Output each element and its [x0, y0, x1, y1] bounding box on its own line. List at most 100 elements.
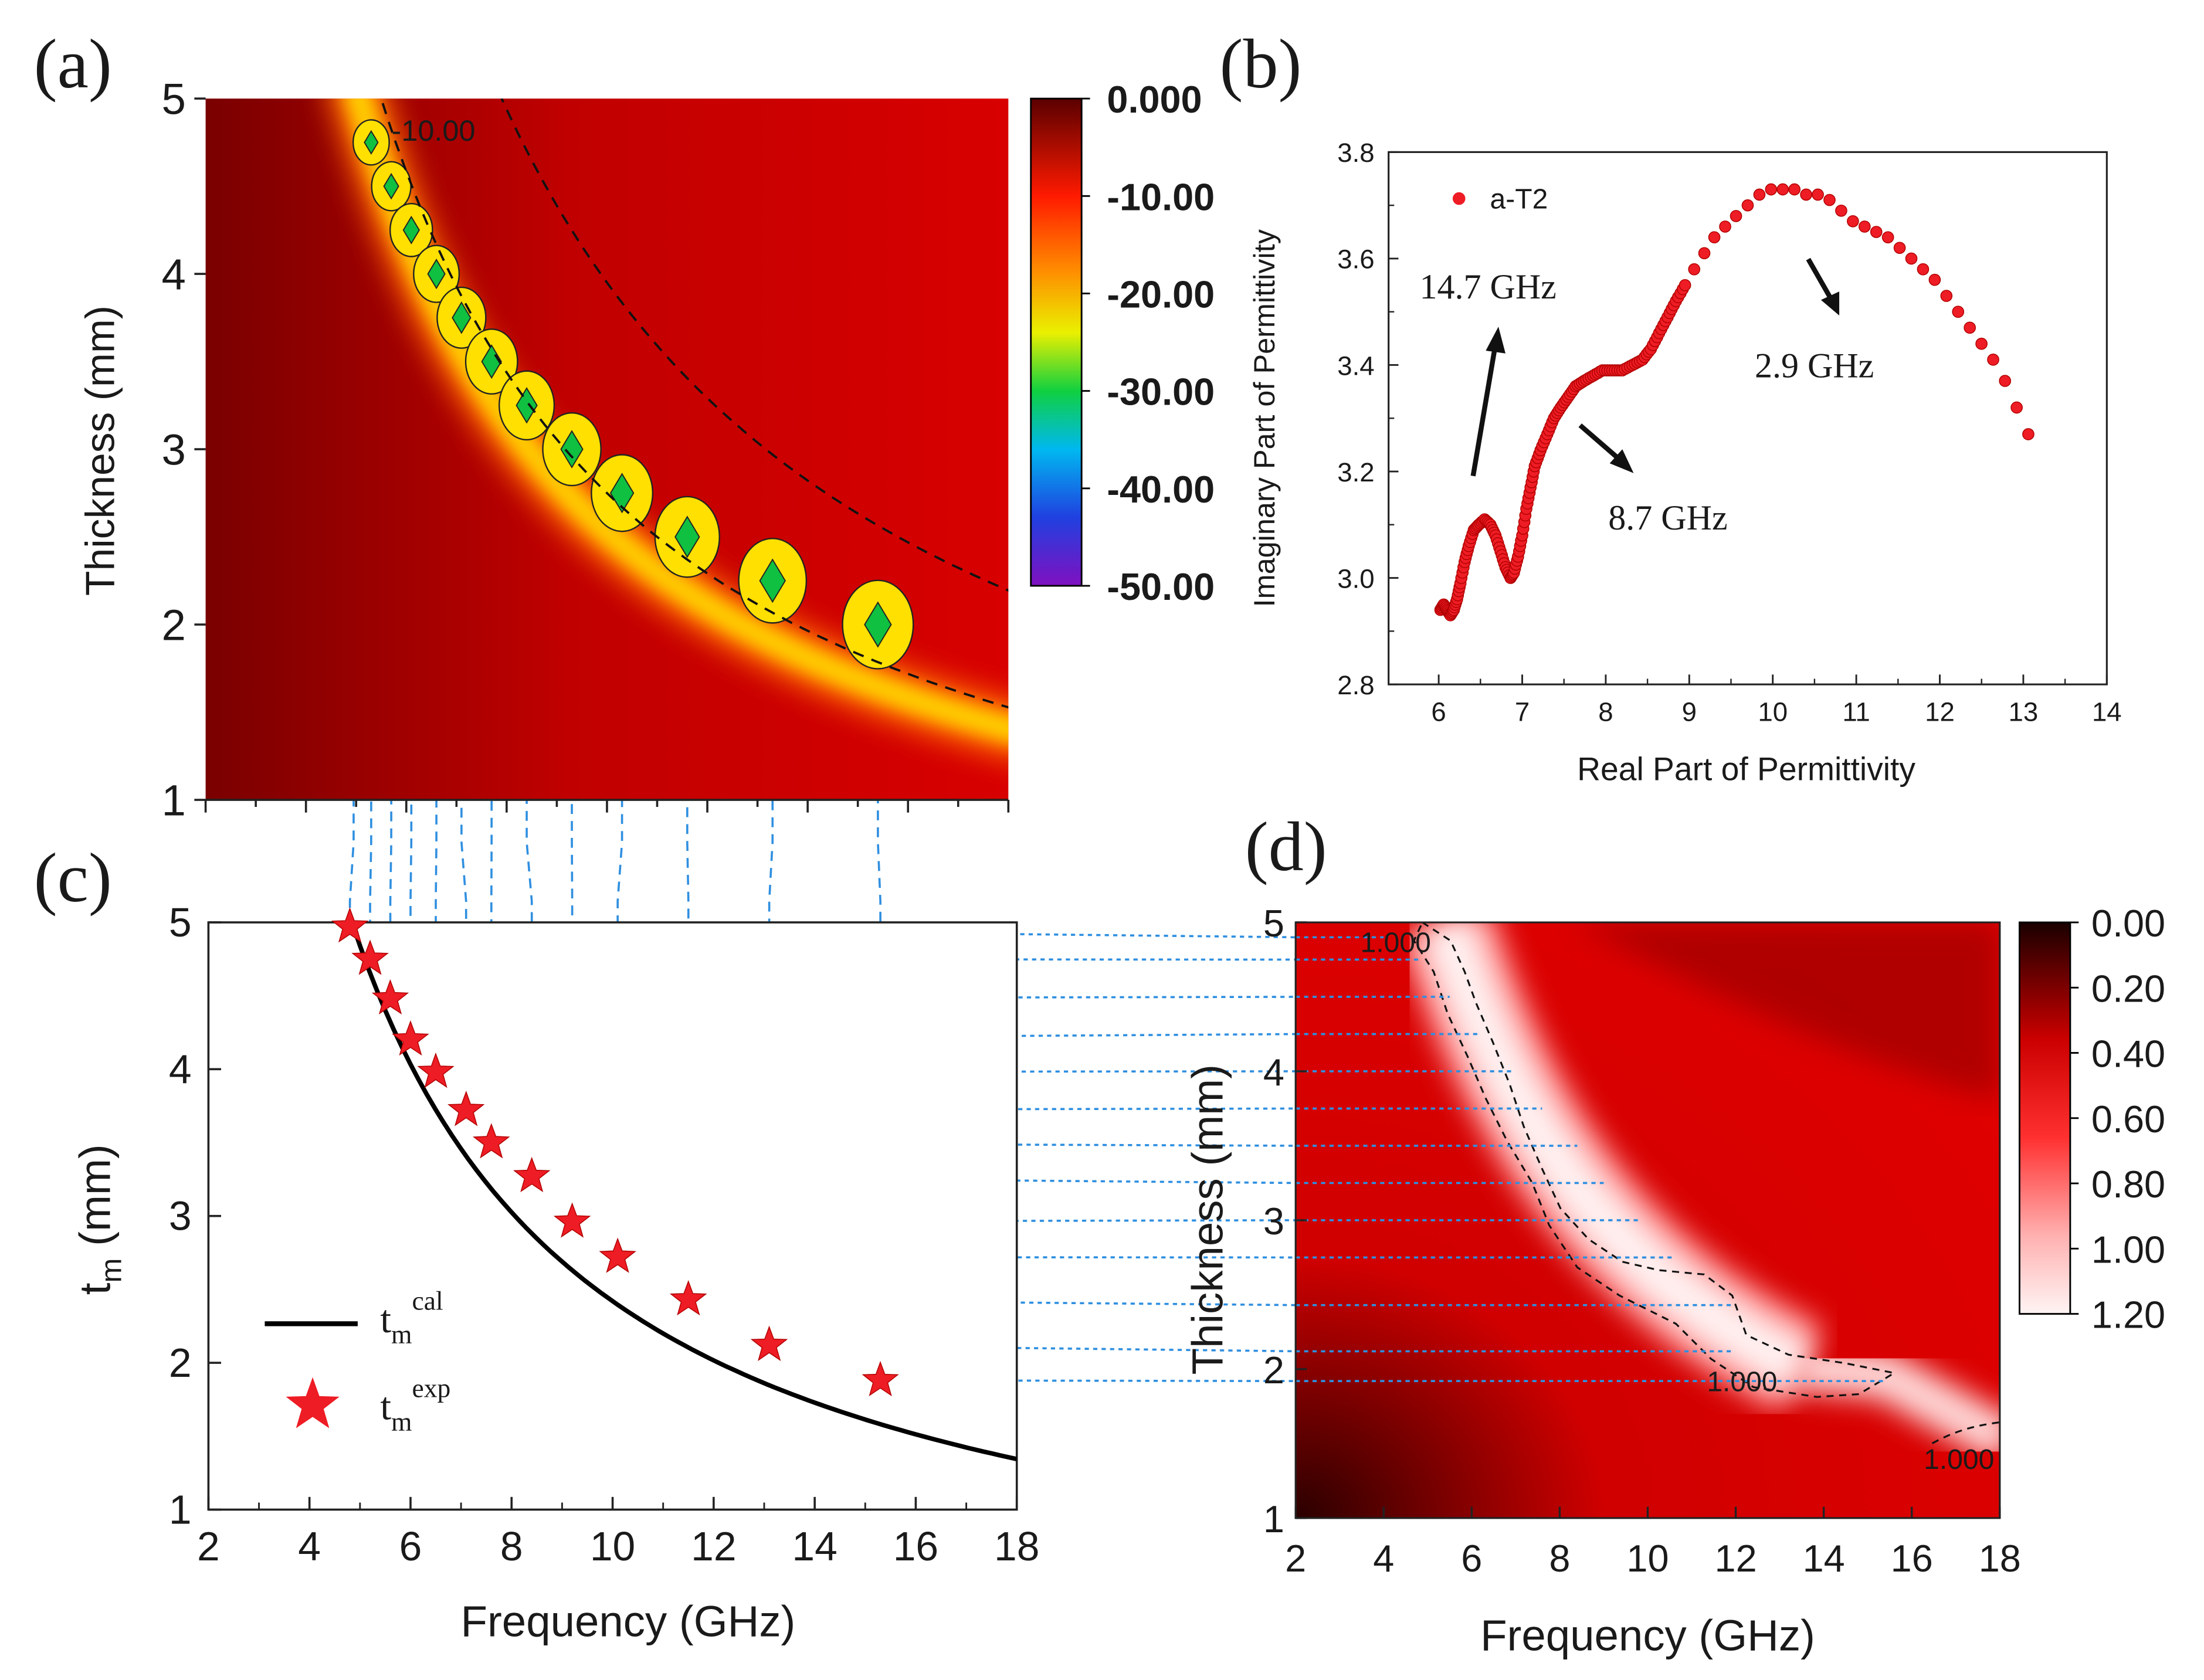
panel-a-minimum-core — [402, 215, 420, 245]
panel-a-minimum-core — [759, 558, 786, 603]
panel-c-ytick-label: 2 — [169, 1340, 192, 1386]
panel-d-guide-lines — [1296, 936, 1886, 1382]
guide-horizontal — [542, 1175, 1296, 1185]
panel-b-point — [1688, 263, 1701, 276]
legend-cal-sub: m — [391, 1319, 412, 1349]
panel-d-ytick-label: 3 — [1263, 1200, 1284, 1243]
panel-b-point — [1776, 183, 1789, 196]
panel-c-ytick-label: 1 — [169, 1486, 192, 1532]
panel-c-xtick-label: 6 — [399, 1523, 422, 1569]
panel-b-point — [1893, 242, 1906, 254]
panel-b-point — [1812, 188, 1824, 201]
panel-a-colorbar-label: -40.00 — [1107, 468, 1215, 511]
panel-c-ytick-label: 5 — [169, 900, 192, 945]
panel-c-star — [513, 1156, 551, 1193]
panel-c-xlabel: Frequency (GHz) — [461, 1597, 796, 1646]
legend-cal-base: t — [380, 1297, 391, 1341]
legend-exp-star — [286, 1377, 340, 1428]
panel-c-ylabel: tm (mm) — [70, 1144, 127, 1295]
panel-b-ytick-label: 3.6 — [1337, 245, 1374, 274]
panel-a-minimum-core — [383, 172, 399, 200]
panel-c-star — [473, 1123, 510, 1159]
panel-b-xtick-label: 6 — [1431, 697, 1446, 727]
legend-exp-sup: exp — [412, 1373, 451, 1403]
panel-b-point — [1753, 188, 1766, 201]
panel-d: (d) 1.000 1.000 1.000 2 4 6 8 10 12 14 16 181234… — [1183, 807, 2165, 1659]
panel-b-data-points — [1434, 183, 2035, 622]
panel-b-point — [1730, 210, 1742, 222]
panel-b-xtick-label: 10 — [1758, 697, 1788, 727]
panel-b-point — [1800, 188, 1812, 201]
panel-c-star — [599, 1237, 636, 1273]
panel-c-xtick-label: 2 — [197, 1523, 220, 1569]
panel-d-contour-label-2: 1.000 — [1707, 1367, 1777, 1398]
panel-b-xtick-label: 12 — [1925, 697, 1955, 727]
panel-b-xtick-label: 11 — [1842, 697, 1870, 727]
panel-c-frame — [207, 921, 1018, 1511]
panel-b-point — [1975, 337, 1988, 350]
panel-label-b: (b) — [1220, 25, 1302, 103]
panel-c-calculated-curve — [350, 922, 1017, 1461]
panel-b-ytick-label: 3.4 — [1337, 351, 1374, 381]
panel-b-point — [1952, 306, 1965, 318]
panel-a-minimum-core — [516, 387, 538, 424]
panel-c-xtick-label: 10 — [590, 1523, 635, 1569]
guide-vertical — [369, 142, 372, 959]
panel-b-legend-marker — [1452, 192, 1466, 205]
panel-a-minimum-core — [427, 258, 446, 290]
legend-exp-sub: m — [391, 1407, 412, 1437]
panel-d-xtick-label: 2 — [1285, 1537, 1306, 1580]
panel-d-colorbar-label: 0.20 — [2091, 967, 2165, 1010]
panel-d-white-band-tail — [1795, 1342, 2000, 1465]
panel-a-colorbar-label: -20.00 — [1107, 273, 1215, 315]
panel-a-ytick-label: 2 — [162, 600, 186, 649]
panel-a-colorbar-label: 0.000 — [1107, 78, 1202, 121]
arrow-8-7-ghz — [1578, 423, 1625, 464]
panel-a-minimum-core — [481, 344, 502, 379]
panel-a-minimum-core — [674, 515, 700, 558]
panel-c-ytick-label: 3 — [169, 1193, 192, 1239]
panel-c-ylabel-sub: m — [94, 1258, 128, 1283]
panel-d-xtick-label: 16 — [1891, 1537, 1933, 1580]
panel-a-dashed-boundary-lower — [379, 99, 1009, 709]
panel-b-axes: 6 7 8 9 10 11 12 13 14 2.8 3.0 3.2 3.4 3.6 3.8 — [1337, 138, 2121, 727]
panel-a: (a) -10.00 1 2 3 4 5 Thickness (mm) 0.000 -10… — [34, 25, 1215, 825]
panel-a-ylabel: Thickness (mm) — [77, 306, 123, 596]
panel-a-colorbar — [1030, 97, 1083, 587]
panel-d-white-band — [1418, 922, 1815, 1394]
panel-a-ytick-label: 1 — [162, 776, 186, 824]
panel-b-point — [1905, 252, 1918, 265]
panel-b-point — [1765, 183, 1778, 196]
panel-b-legend-label: a-T2 — [1490, 184, 1548, 215]
panel-c-star — [417, 1052, 455, 1088]
panel-d-xtick-label: 10 — [1626, 1537, 1669, 1580]
panel-d-contour-label-1: 1.000 — [1361, 927, 1431, 958]
arrow-14-7-ghz-head — [1486, 327, 1505, 354]
panel-d-ytick-label: 5 — [1263, 902, 1284, 945]
panel-b-point — [1987, 354, 1999, 366]
panel-d-ytick-label: 1 — [1263, 1498, 1284, 1540]
panel-label-a: (a) — [34, 25, 112, 103]
panel-b: (b) 6 7 8 9 10 11 12 13 14 2.8 3.0 3.2 3.4 3.6 3.8 a-T… — [1220, 25, 2122, 788]
panel-d-xlabel: Frequency (GHz) — [1480, 1611, 1815, 1660]
panel-c-ytick-label: 4 — [169, 1046, 192, 1092]
panel-b-point — [1708, 231, 1721, 243]
panel-b-point — [1719, 220, 1731, 233]
panel-d-ylabel: Thickness (mm) — [1183, 1064, 1232, 1374]
annotation-8-7-ghz: 8.7 GHz — [1608, 498, 1727, 537]
panel-d-contour-corner — [1931, 1421, 2000, 1444]
panel-c-xtick-label: 16 — [893, 1523, 938, 1569]
arrow-14-7-ghz — [1470, 343, 1498, 477]
panel-d-xtick-label: 8 — [1549, 1537, 1570, 1580]
panel-b-ylabel: Imaginary Part of Permittivity — [1247, 229, 1281, 607]
panel-a-dashed-boundary-upper — [500, 99, 1009, 592]
arrow-2-9-ghz-head — [1820, 291, 1840, 315]
panel-d-colorbar-labels: 0.00 0.20 0.40 0.60 0.80 1.00 1.20 — [2070, 902, 2165, 1336]
panel-c-star — [750, 1325, 788, 1362]
panel-b-ytick-label: 2.8 — [1337, 670, 1374, 700]
panel-c-ylabel-base: t — [70, 1282, 119, 1295]
panel-d-colorbar-label: 0.60 — [2091, 1098, 2165, 1141]
